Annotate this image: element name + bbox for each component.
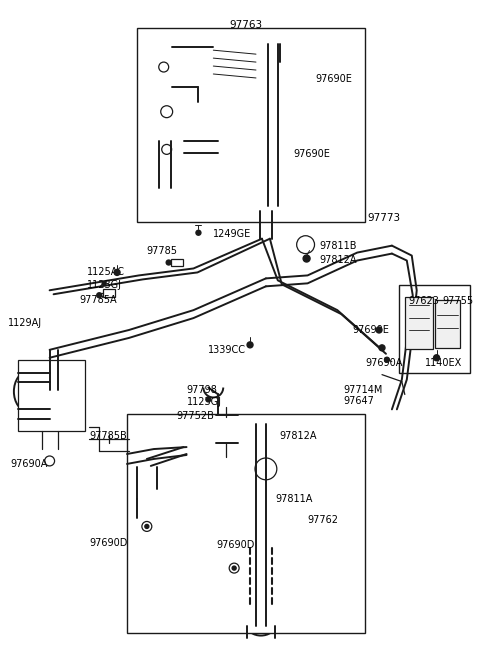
Text: 97690A: 97690A	[365, 358, 403, 367]
Text: 97812A: 97812A	[280, 431, 317, 441]
Text: 97811B: 97811B	[320, 240, 357, 251]
Text: 97763: 97763	[229, 20, 263, 30]
Text: 97714M: 97714M	[343, 384, 383, 394]
Text: 97798: 97798	[187, 384, 217, 394]
Text: 97812A: 97812A	[320, 255, 357, 265]
Circle shape	[145, 525, 149, 529]
Text: 97785: 97785	[147, 246, 178, 255]
Text: 97690E: 97690E	[352, 325, 389, 335]
Circle shape	[114, 269, 120, 275]
Circle shape	[376, 327, 382, 333]
Circle shape	[166, 260, 171, 265]
Text: 97755: 97755	[443, 296, 474, 307]
Bar	[434, 300, 460, 348]
Bar	[399, 286, 470, 373]
Text: 1339CC: 1339CC	[208, 345, 246, 355]
Text: 97690D: 97690D	[89, 538, 128, 548]
Text: 97785A: 97785A	[79, 295, 117, 305]
Bar	[127, 415, 365, 633]
Text: 97762: 97762	[308, 515, 338, 525]
Circle shape	[97, 293, 102, 298]
Circle shape	[384, 357, 389, 362]
Text: 1123GJ: 1123GJ	[87, 280, 122, 290]
Circle shape	[379, 345, 385, 351]
Circle shape	[102, 282, 106, 286]
Text: 97690E: 97690E	[315, 74, 352, 84]
Bar	[171, 259, 182, 267]
Text: 1129AJ: 1129AJ	[8, 318, 42, 328]
Bar	[405, 297, 432, 349]
Bar	[18, 360, 85, 431]
Circle shape	[247, 342, 253, 348]
Text: 1123GJ: 1123GJ	[187, 398, 222, 407]
Circle shape	[303, 255, 310, 262]
Text: 1125AC: 1125AC	[87, 267, 125, 278]
Text: 97690E: 97690E	[294, 149, 331, 159]
Circle shape	[206, 397, 211, 402]
Text: 97811A: 97811A	[276, 494, 313, 504]
Text: 97773: 97773	[367, 213, 400, 223]
Text: 97785B: 97785B	[89, 431, 127, 441]
Text: 97690A: 97690A	[10, 459, 48, 469]
Text: 1140EX: 1140EX	[425, 358, 462, 367]
Bar	[137, 28, 365, 222]
Text: 97623: 97623	[409, 296, 440, 307]
Circle shape	[232, 566, 236, 570]
Circle shape	[196, 231, 201, 235]
Bar	[103, 290, 115, 297]
Text: 97690D: 97690D	[216, 540, 255, 550]
Text: 97752B: 97752B	[177, 411, 215, 421]
Text: 1249GE: 1249GE	[213, 229, 252, 239]
Text: 97647: 97647	[343, 396, 374, 407]
Circle shape	[433, 355, 440, 361]
